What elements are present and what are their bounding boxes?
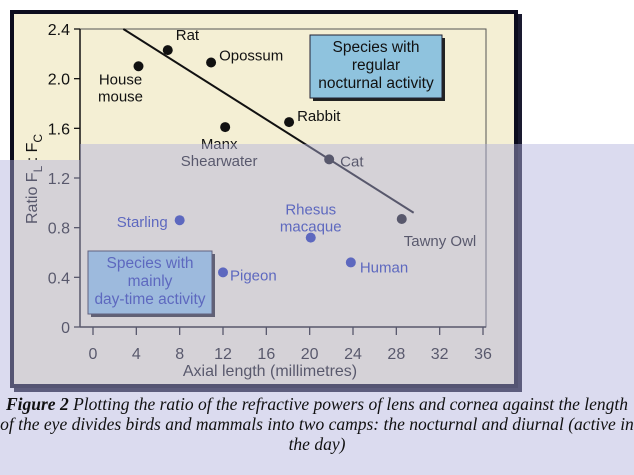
x-axis-label: Axial length (millimetres) <box>183 363 357 380</box>
data-point-human <box>345 257 356 268</box>
annotation-box <box>309 34 443 99</box>
y-tick-label: 1.6 <box>48 121 70 138</box>
trend-line <box>122 28 415 214</box>
data-label: Rhesus <box>285 202 336 219</box>
x-tick-label: 24 <box>344 346 362 363</box>
annotation-box <box>87 250 213 315</box>
x-tick-label: 32 <box>431 346 449 363</box>
annotation-text: Species with <box>332 39 419 56</box>
x-tick-label: 8 <box>175 346 184 363</box>
data-point-pigeon <box>218 267 228 278</box>
y-tick-label: 0.8 <box>48 221 70 238</box>
y-tick-label: 2.0 <box>48 72 70 89</box>
annotation-text: Species with <box>106 255 193 272</box>
data-label: Rabbit <box>297 108 341 125</box>
data-point-cat <box>324 154 335 165</box>
data-point-manx-shearwater <box>220 122 231 133</box>
data-point-opossum <box>206 57 217 68</box>
data-label: mouse <box>98 88 143 105</box>
annotation-text: regular <box>352 57 400 74</box>
x-tick-label: 0 <box>89 346 98 363</box>
data-label: Manx <box>201 136 238 153</box>
annotation-text: mainly <box>128 273 173 290</box>
data-point-rhesus-macaque <box>305 232 316 243</box>
data-label: Pigeon <box>230 267 277 284</box>
data-point-tawny-owl <box>396 213 407 224</box>
data-label: Shearwater <box>181 153 258 170</box>
caption-text: Plotting the ratio of the refractive pow… <box>0 394 634 454</box>
data-point-rabbit <box>284 117 295 128</box>
data-label: Starling <box>117 214 168 231</box>
x-tick-label: 36 <box>474 346 492 363</box>
data-label: Cat <box>340 153 364 170</box>
x-tick-label: 16 <box>257 346 275 363</box>
scatter-chart: 0 4 8 12 16 20 24 28 32 36 0 0.4 0.8 1.2 1.6 2.0 2.4 Axia… <box>24 22 492 380</box>
annotation-text: day-time activity <box>94 291 205 308</box>
y-tick-label: 0.4 <box>48 270 70 287</box>
y-tick-label: 0 <box>61 320 70 337</box>
data-label: Tawny Owl <box>404 233 477 250</box>
data-label: Rat <box>176 27 200 44</box>
y-axis-label: Ratio FL : FC <box>24 134 45 224</box>
x-tick-label: 4 <box>132 346 141 363</box>
data-label: Opossum <box>219 48 283 65</box>
data-point-house-mouse <box>133 61 144 72</box>
x-tick-label: 28 <box>387 346 405 363</box>
caption-label: Figure 2 <box>5 394 69 414</box>
x-tick-label: 20 <box>301 346 319 363</box>
y-tick-label: 2.4 <box>48 22 70 39</box>
y-tick-label: 1.2 <box>48 171 70 188</box>
data-point-starling <box>174 215 185 226</box>
data-label: Human <box>360 259 408 276</box>
data-label: House <box>99 71 142 88</box>
figure-caption: Figure 2 Plotting the ratio of the refra… <box>0 394 634 454</box>
data-label: macaque <box>280 219 342 236</box>
data-point-rat <box>162 45 173 56</box>
annotation-text: nocturnal activity <box>318 75 434 92</box>
x-tick-label: 12 <box>214 346 232 363</box>
